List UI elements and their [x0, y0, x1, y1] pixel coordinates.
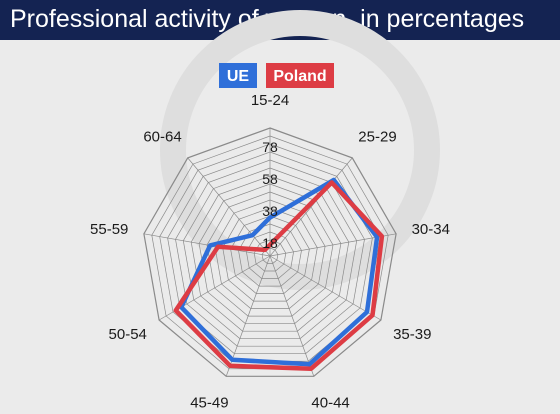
grid-ring — [182, 167, 358, 340]
grid-ring — [190, 175, 350, 332]
radial-tick-label: 18 — [262, 235, 278, 251]
grid-ring — [175, 159, 365, 347]
axis-label: 55-59 — [90, 221, 128, 238]
radial-tick-label: 38 — [262, 203, 278, 219]
grid-ring — [238, 223, 302, 287]
radial-tick-label: 78 — [262, 139, 278, 155]
grid-ring — [206, 191, 334, 317]
axis-label: 50-54 — [109, 326, 147, 343]
axis-label: 60-64 — [143, 129, 181, 146]
grid-spoke — [269, 255, 382, 321]
grid-spoke — [225, 255, 271, 377]
grid-ring — [246, 231, 294, 279]
grid-ring — [214, 199, 326, 309]
legend-poland-box — [266, 63, 334, 88]
axis-label: 45-49 — [190, 395, 228, 412]
grid-ring — [261, 247, 279, 264]
legend-ue-label: UE — [227, 68, 250, 85]
legend-ue-box — [219, 63, 257, 88]
legend-poland-label: Poland — [273, 68, 326, 85]
axis-label: 25-29 — [358, 129, 396, 146]
grid-spoke — [187, 157, 271, 257]
axis-label: 35-39 — [393, 326, 431, 343]
decorative-background — [160, 10, 440, 290]
axis-label: 40-44 — [311, 395, 349, 412]
grid-ring — [198, 183, 342, 325]
radial-tick-label: 58 — [262, 171, 278, 187]
grid-ring — [222, 207, 318, 302]
grid-spoke — [269, 157, 353, 257]
radial-tick-labels: 18 38 58 78 — [262, 139, 278, 251]
legend: UE Poland — [219, 63, 334, 88]
axis-label: 30-34 — [412, 221, 450, 238]
grid-ring — [143, 127, 397, 377]
radar-grid — [143, 127, 397, 377]
grid-spoke — [269, 255, 315, 377]
axis-label: 15-24 — [251, 92, 289, 109]
axis-labels: 15-24 25-29 30-34 35-39 40-44 45-49 50-54 55-59… — [90, 92, 450, 412]
grid-spoke — [143, 233, 271, 257]
radar-series — [173, 177, 385, 372]
series-line-poland — [173, 180, 385, 372]
